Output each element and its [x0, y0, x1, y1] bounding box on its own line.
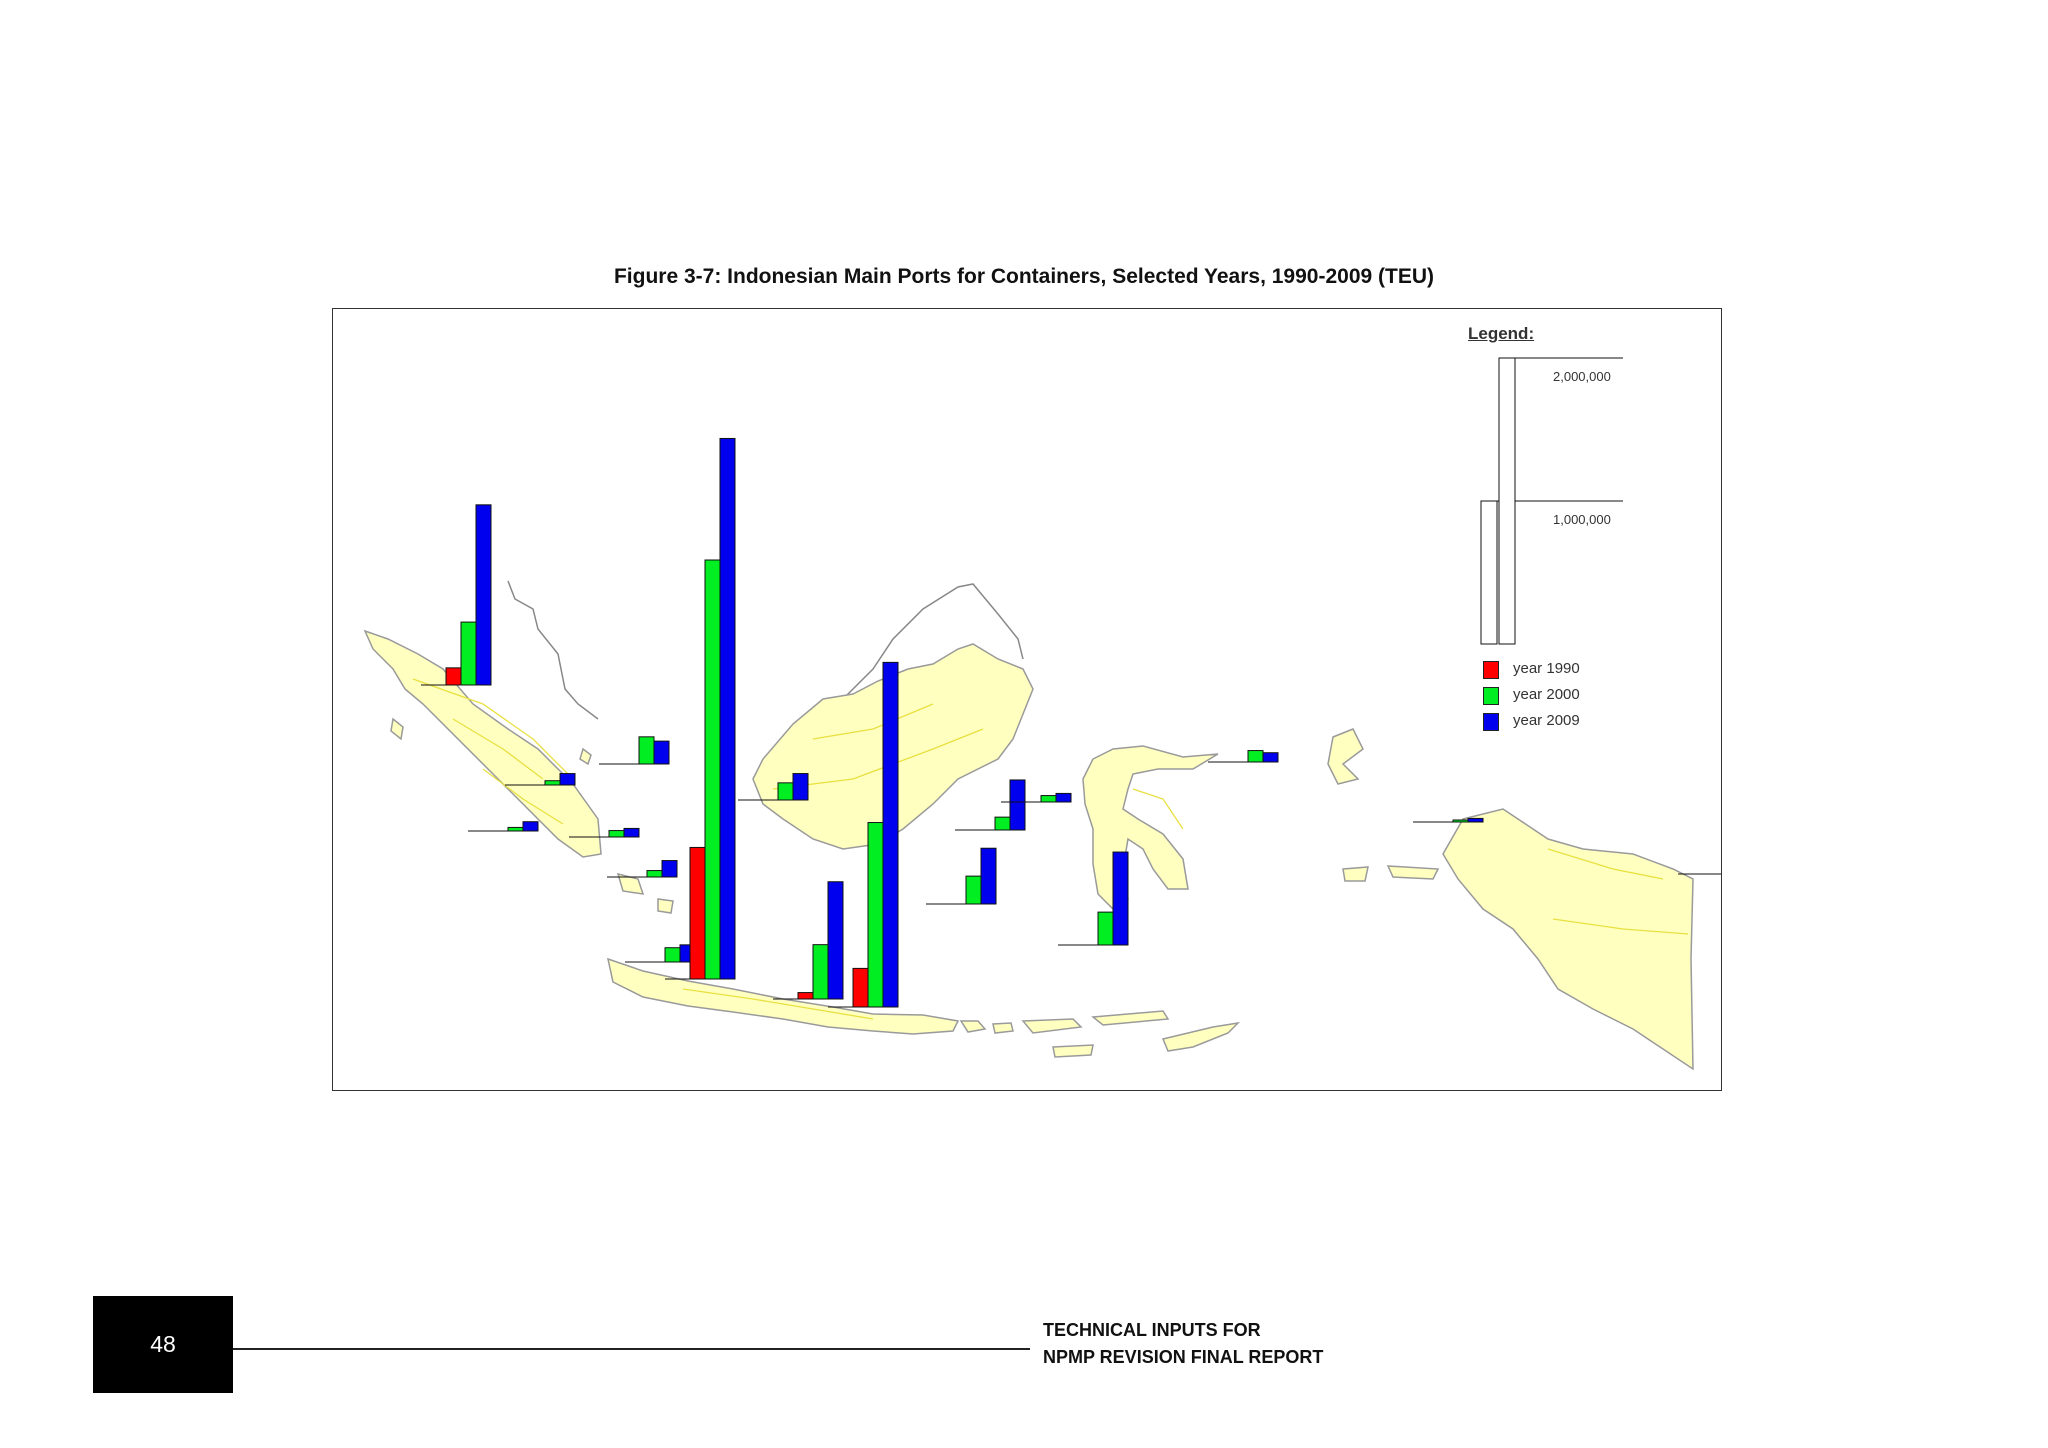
- port-bar-group: [1058, 851, 1129, 946]
- riau-islands: [579, 747, 592, 766]
- port-bar-year-2000: [544, 780, 561, 786]
- figure-title: Figure 3-7: Indonesian Main Ports for Co…: [613, 265, 1435, 288]
- port-bar-year-2009: [1112, 851, 1129, 946]
- map-frame: Legend: 2,000,000 1,000,000 year 1990 ye…: [332, 308, 1722, 1091]
- port-bar-year-2000: [1247, 750, 1264, 763]
- legend-scale-bar: [1498, 357, 1516, 645]
- port-bar-year-2000: [704, 559, 721, 980]
- legend-scale-label-1000000: 1,000,000: [1553, 512, 1611, 527]
- port-bar-group: [665, 437, 736, 980]
- port-bar-group: [773, 881, 844, 1000]
- port-bar-group: [738, 773, 809, 801]
- legend-label-2009: year 2009: [1513, 712, 1580, 729]
- port-bar-year-2000: [1452, 819, 1469, 823]
- port-bar-year-2009: [661, 860, 678, 878]
- timor-island: [1161, 1021, 1241, 1052]
- sulawesi-island: [1082, 745, 1219, 910]
- port-bar-year-2009: [1262, 752, 1279, 763]
- legend-swatch-1990: [1483, 661, 1499, 679]
- port-bar-year-2000: [1097, 911, 1114, 946]
- port-bar-group: [468, 821, 539, 832]
- port-bar-group: [421, 504, 492, 686]
- legend-swatch-2009: [1483, 713, 1499, 731]
- port-bar-group: [625, 944, 696, 963]
- port-bar-group: [1678, 873, 1721, 875]
- seram-island: [1386, 865, 1440, 880]
- port-bar-year-2000: [638, 736, 655, 765]
- port-bar-year-2000: [812, 944, 829, 1000]
- bali-island: [959, 1020, 987, 1033]
- port-bar-group: [1001, 792, 1072, 803]
- port-bar-year-2009: [522, 821, 539, 832]
- belitung-island: [657, 898, 674, 914]
- port-bar-year-2009: [623, 827, 640, 838]
- buru-island: [1342, 866, 1369, 882]
- land-masses: [363, 580, 1694, 1071]
- port-bar-group: [607, 860, 678, 878]
- port-bar-year-2000: [1040, 795, 1057, 803]
- port-bar-group: [1208, 750, 1279, 763]
- port-bars: [421, 437, 1721, 1008]
- port-bar-year-2009: [475, 504, 492, 686]
- port-bar-year-1990: [445, 667, 462, 686]
- port-bar-year-2000: [965, 875, 982, 905]
- port-bar-group: [926, 847, 997, 905]
- legend-title: Legend:: [1468, 324, 1535, 343]
- lombok-island: [992, 1022, 1014, 1034]
- port-bar-year-2009: [792, 773, 809, 801]
- footer-report-line-2: NPMP REVISION FINAL REPORT: [1043, 1347, 1324, 1367]
- port-bar-year-2000: [867, 822, 884, 1008]
- page-number-box: [93, 1296, 233, 1393]
- port-bar-group: [1413, 817, 1484, 823]
- flores-island: [1091, 1010, 1170, 1026]
- malay-peninsula-outline: [507, 580, 599, 720]
- port-bar-group: [569, 827, 640, 838]
- legend-scale-bar: [1480, 500, 1498, 645]
- port-bar-group: [599, 736, 670, 765]
- port-bar-group: [828, 661, 899, 1008]
- indonesia-map: [363, 357, 1721, 1071]
- port-bar-year-2000: [664, 947, 681, 963]
- sumba-island: [1052, 1044, 1094, 1058]
- footer-report-line-1: TECHNICAL INPUTS FOR: [1043, 1320, 1261, 1340]
- port-bar-year-2009: [653, 740, 670, 765]
- java-island: [606, 957, 960, 1035]
- port-bar-year-2000: [994, 816, 1011, 831]
- port-bar-year-2000: [460, 621, 477, 686]
- footer-rule: [233, 1348, 1030, 1350]
- port-bar-year-2000: [507, 826, 524, 832]
- legend-label-1990: year 1990: [1513, 660, 1580, 677]
- port-bar-year-2009: [1055, 792, 1072, 803]
- port-bar-year-2009: [882, 661, 899, 1008]
- nias-island: [390, 717, 404, 741]
- port-bar-year-2000: [777, 782, 794, 801]
- port-bar-year-2009: [1009, 779, 1026, 831]
- port-bar-year-2009: [827, 881, 844, 1000]
- port-bar-year-2009: [980, 847, 997, 905]
- province-boundaries: [412, 678, 1689, 1020]
- papua-island: [1442, 808, 1694, 1071]
- port-bar-year-1990: [689, 846, 706, 980]
- port-bar-year-1990: [797, 992, 814, 1000]
- port-bar-year-2000: [608, 830, 625, 838]
- legend-scale: [1480, 357, 1623, 645]
- port-bar-year-2009: [719, 437, 736, 980]
- page-number: 48: [150, 1331, 176, 1357]
- port-bar-group: [955, 779, 1026, 831]
- port-bar-year-2000: [646, 870, 663, 878]
- port-bar-year-1990: [852, 967, 869, 1008]
- legend-scale-label-2000000: 2,000,000: [1553, 369, 1611, 384]
- port-bar-group: [505, 773, 576, 786]
- legend-label-2000: year 2000: [1513, 686, 1580, 703]
- port-bar-year-2009: [1467, 817, 1484, 823]
- port-bar-year-2009: [559, 773, 576, 786]
- legend-swatch-2000: [1483, 687, 1499, 705]
- halmahera-island: [1327, 728, 1364, 785]
- sumbawa-island: [1021, 1018, 1083, 1034]
